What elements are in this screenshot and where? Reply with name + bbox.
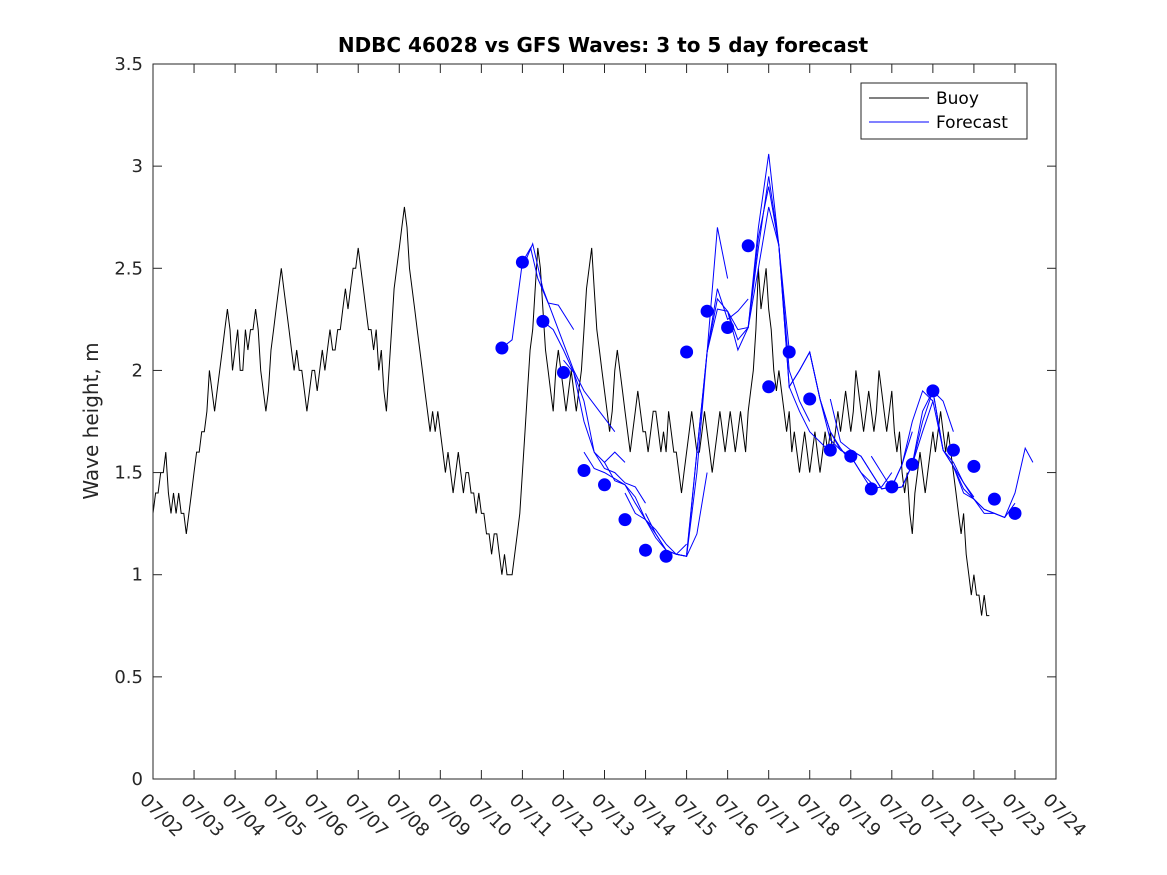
forecast-marker (618, 513, 632, 527)
forecast-run-line (727, 186, 811, 422)
y-tick-label: 0.5 (114, 667, 143, 688)
forecast-run-line (521, 242, 616, 433)
plot-area (153, 153, 1034, 617)
forecast-marker (803, 392, 817, 406)
forecast-marker (721, 321, 735, 334)
forecast-marker (823, 443, 837, 457)
buoy-line (153, 206, 990, 617)
forecast-marker (905, 457, 919, 471)
y-axis-label: Wave height, m (79, 342, 103, 499)
forecast-marker (762, 380, 776, 394)
forecast-marker (926, 384, 940, 398)
forecast-marker (598, 478, 611, 492)
forecast-marker (639, 543, 652, 557)
forecast-marker (557, 366, 570, 379)
y-tick-label: 2 (132, 360, 143, 381)
y-tick-label: 3.5 (114, 54, 143, 75)
forecast-run-line (563, 359, 646, 504)
forecast-run-line (542, 321, 626, 464)
forecast-marker (987, 492, 1001, 506)
legend-buoy-label: Buoy (936, 89, 979, 109)
forecast-marker (659, 549, 673, 563)
forecast-marker (577, 464, 591, 477)
forecast-marker (967, 459, 981, 473)
forecast-marker (680, 345, 694, 359)
legend-forecast-label: Forecast (936, 113, 1008, 133)
forecast-marker (495, 341, 509, 355)
y-tick-label: 3 (132, 156, 143, 177)
y-tick-label: 1 (132, 565, 143, 586)
y-tick-label: 0 (132, 769, 143, 790)
legend-box (860, 82, 1028, 140)
forecast-marker (782, 345, 796, 359)
y-tick-label: 2.5 (114, 258, 143, 279)
forecast-marker (864, 482, 878, 496)
forecast-run-line (501, 246, 575, 349)
chart-title: NDBC 46028 vs GFS Waves: 3 to 5 day fore… (338, 33, 869, 57)
forecast-marker (700, 304, 714, 318)
forecast-marker (515, 255, 529, 269)
forecast-marker (536, 314, 550, 328)
forecast-marker (885, 480, 899, 494)
forecast-marker (741, 239, 755, 253)
forecast-marker (1008, 506, 1022, 520)
y-tick-label: 1.5 (114, 463, 143, 484)
forecast-marker (946, 443, 960, 457)
forecast-run-line (952, 446, 1034, 519)
legend: Buoy Forecast (860, 82, 1028, 140)
forecast-marker (844, 449, 858, 463)
